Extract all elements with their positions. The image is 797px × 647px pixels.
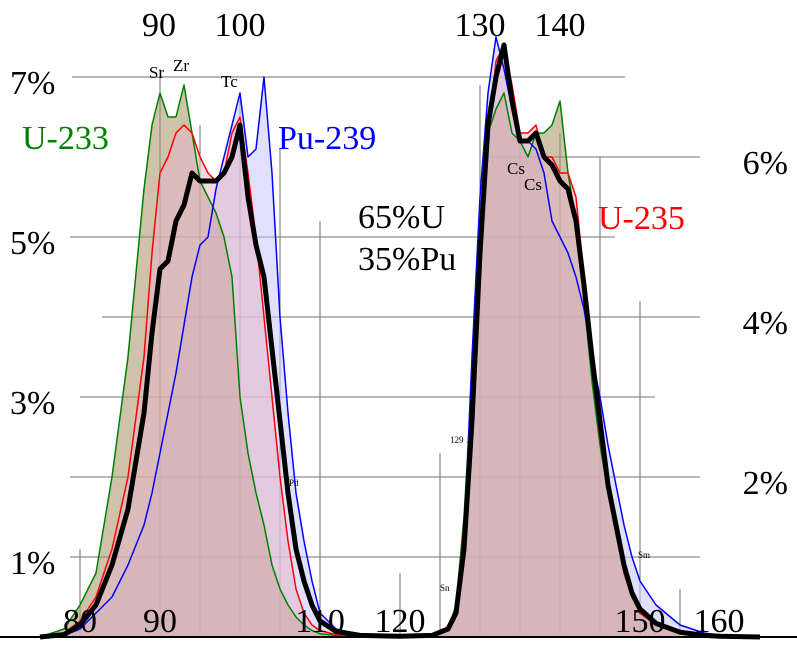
element-label-pd: Pd [289, 478, 299, 488]
x-tick-bottom-150: 150 [615, 603, 666, 640]
y-tick-left-5: 5% [10, 225, 55, 262]
y-tick-right-2: 2% [743, 465, 788, 502]
series-fills [40, 37, 760, 637]
x-tick-top-130: 130 [455, 7, 506, 44]
x-tick-bottom-160: 160 [694, 603, 745, 640]
x-tick-bottom-120: 120 [375, 603, 426, 640]
x-tick-bottom-80: 80 [63, 603, 97, 640]
x-tick-top-90: 90 [142, 7, 176, 44]
element-label-cs-1: Cs [507, 159, 525, 178]
element-label-zr: Zr [173, 56, 189, 75]
element-label-tc: Tc [221, 72, 238, 91]
element-label-sr: Sr [149, 63, 164, 82]
element-label-sn: Sn [440, 583, 450, 593]
series-label-u233: U-233 [22, 120, 109, 157]
blend-label-plutonium: 35%Pu [358, 241, 456, 278]
x-tick-bottom-110: 110 [295, 603, 345, 640]
x-tick-bottom-90: 90 [143, 603, 177, 640]
series-fill-1 [40, 45, 760, 637]
series-label-u235: U-235 [598, 200, 685, 237]
x-tick-top-140: 140 [535, 7, 586, 44]
element-label-sm: Sm [638, 550, 650, 560]
element-label-i129-symbol: I [466, 438, 472, 458]
blend-label-uranium: 65%U [358, 199, 445, 236]
element-label-cs-2: Cs [524, 175, 542, 194]
y-tick-right-4: 4% [743, 305, 788, 342]
element-label-i129-mass: 129 [450, 435, 464, 445]
y-tick-left-3: 3% [10, 385, 55, 422]
y-tick-left-7: 7% [10, 65, 55, 102]
x-tick-top-100: 100 [215, 7, 266, 44]
series-label-pu239: Pu-239 [278, 120, 376, 157]
y-tick-left-1: 1% [10, 545, 55, 582]
y-tick-right-6: 6% [743, 145, 788, 182]
